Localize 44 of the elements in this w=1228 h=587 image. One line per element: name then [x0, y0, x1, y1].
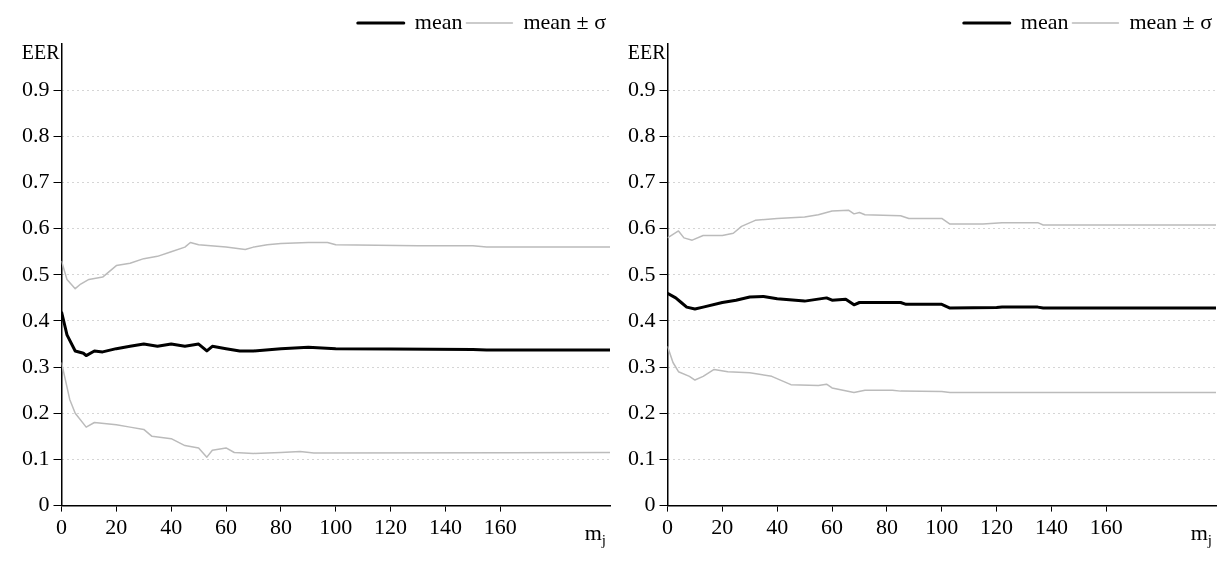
y-axis-title: EER	[627, 41, 667, 64]
x-tick-label: 80	[875, 513, 898, 539]
y-tick-label: 0.7	[22, 168, 50, 194]
y-tick-label: 0	[38, 491, 50, 517]
x-tick-label: 140	[428, 513, 462, 539]
y-tick-label: 0.4	[22, 306, 50, 332]
y-tick-label: 0.2	[628, 399, 656, 425]
x-tick-label: 20	[105, 513, 128, 539]
x-tick-label: 140	[1034, 513, 1068, 539]
x-tick-label: 120	[374, 513, 408, 539]
y-tick-label: 0.3	[22, 352, 50, 378]
x-tick-label: 40	[160, 513, 183, 539]
y-tick-label: 0.8	[628, 122, 656, 148]
y-tick-label: 0	[644, 491, 656, 517]
x-tick-label: 160	[483, 513, 517, 539]
x-tick-label: 100	[925, 513, 959, 539]
y-tick-label: 0.3	[628, 352, 656, 378]
legend-label: mean ± σ	[523, 8, 607, 34]
legend-label: mean ± σ	[1129, 8, 1213, 34]
y-tick-label: 0.7	[628, 168, 656, 194]
y-tick-label: 0.1	[628, 445, 656, 471]
x-tick-label: 40	[766, 513, 789, 539]
y-axis-title: EER	[21, 41, 61, 64]
legend-label: mean	[414, 8, 463, 34]
x-tick-label: 160	[1089, 513, 1123, 539]
x-tick-label: 80	[269, 513, 292, 539]
y-tick-label: 0.8	[22, 122, 50, 148]
x-tick-label: 60	[215, 513, 238, 539]
y-tick-label: 0.9	[628, 75, 656, 101]
x-tick-label: 100	[319, 513, 353, 539]
x-tick-label: 0	[662, 513, 673, 539]
y-tick-label: 0.4	[628, 306, 656, 332]
y-tick-label: 0.6	[22, 214, 50, 240]
y-tick-label: 0.5	[22, 260, 50, 286]
legend-label: mean	[1020, 8, 1069, 34]
x-tick-label: 120	[980, 513, 1014, 539]
x-tick-label: 60	[821, 513, 844, 539]
y-tick-label: 0.9	[22, 75, 50, 101]
x-tick-label: 0	[56, 513, 67, 539]
y-tick-label: 0.6	[628, 214, 656, 240]
x-tick-label: 20	[711, 513, 734, 539]
y-tick-label: 0.1	[22, 445, 50, 471]
y-tick-label: 0.5	[628, 260, 656, 286]
y-tick-label: 0.2	[22, 399, 50, 425]
